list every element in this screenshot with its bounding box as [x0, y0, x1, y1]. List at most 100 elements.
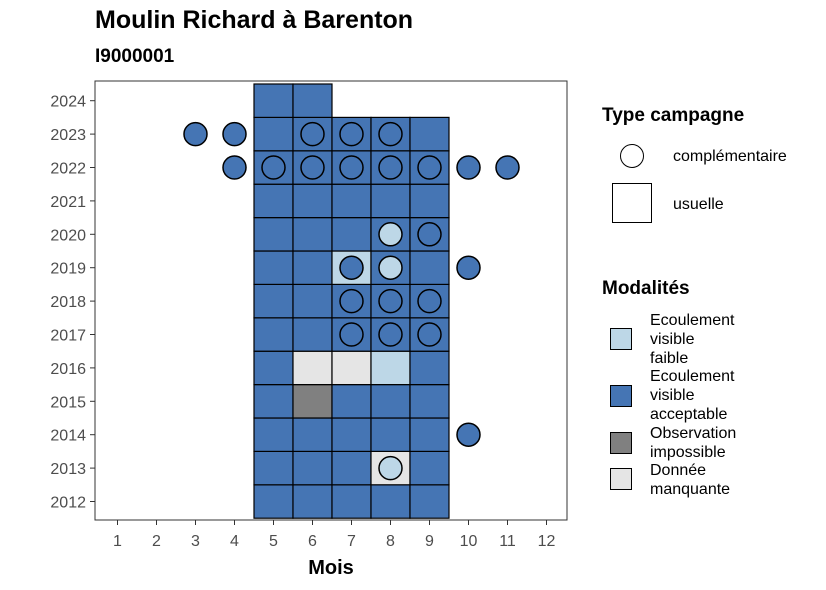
tile-2016-8 — [371, 351, 410, 384]
tile-2014-8 — [371, 418, 410, 451]
x-tick-label: 6 — [308, 533, 317, 550]
tile-2018-6 — [293, 284, 332, 317]
point-2020-9 — [418, 223, 441, 246]
tile-2023-5 — [254, 117, 293, 150]
legend-fill-title: Modalités — [602, 278, 690, 300]
point-2018-9 — [418, 290, 441, 313]
tile-2014-7 — [332, 418, 371, 451]
tile-2017-6 — [293, 318, 332, 351]
point-2022-4 — [223, 156, 246, 179]
legend-key-faible — [610, 328, 632, 350]
point-2022-9 — [418, 156, 441, 179]
tile-2016-6 — [293, 351, 332, 384]
point-2017-7 — [340, 323, 363, 346]
tile-2012-5 — [254, 485, 293, 518]
y-tick-label: 2020 — [50, 227, 86, 244]
legend-label-complementaire: complémentaire — [673, 147, 787, 166]
legend-label-acceptable: Ecoulement visible acceptable — [650, 367, 735, 424]
tile-2021-7 — [332, 184, 371, 217]
point-2022-8 — [379, 156, 402, 179]
point-2022-10 — [457, 156, 480, 179]
point-2023-4 — [223, 123, 246, 146]
x-tick-label: 3 — [191, 533, 200, 550]
x-tick-label: 2 — [152, 533, 161, 550]
point-2019-7 — [340, 256, 363, 279]
x-tick-label: 10 — [460, 533, 478, 550]
tile-2016-7 — [332, 351, 371, 384]
legend-key-manquante — [610, 468, 632, 490]
y-tick-label: 2018 — [50, 294, 86, 311]
legend-circle-key — [620, 144, 644, 168]
point-2019-10 — [457, 256, 480, 279]
x-tick-label: 7 — [347, 533, 356, 550]
x-axis-label: Mois — [308, 557, 354, 579]
y-tick-label: 2022 — [50, 161, 86, 178]
tile-2019-6 — [293, 251, 332, 284]
tile-2019-5 — [254, 251, 293, 284]
point-2023-3 — [184, 123, 207, 146]
tile-2013-6 — [293, 451, 332, 484]
legend-shape-title: Type campagne — [602, 105, 744, 127]
x-tick-label: 5 — [269, 533, 278, 550]
legend-label-impossible: Observation impossible — [650, 424, 736, 462]
legend-square-key — [612, 183, 652, 223]
x-tick-label: 8 — [386, 533, 395, 550]
y-tick-label: 2015 — [50, 394, 86, 411]
point-2014-10 — [457, 423, 480, 446]
tile-2015-9 — [410, 385, 449, 418]
tile-2012-7 — [332, 485, 371, 518]
x-tick-label: 12 — [538, 533, 556, 550]
tile-2015-7 — [332, 385, 371, 418]
tile-2014-9 — [410, 418, 449, 451]
y-tick-label: 2023 — [50, 127, 86, 144]
point-2023-8 — [379, 123, 402, 146]
tile-2012-8 — [371, 485, 410, 518]
point-2017-8 — [379, 323, 402, 346]
y-tick-label: 2017 — [50, 328, 86, 345]
x-tick-label: 9 — [425, 533, 434, 550]
legend-key-impossible — [610, 432, 632, 454]
y-tick-label: 2019 — [50, 261, 86, 278]
tile-2013-9 — [410, 451, 449, 484]
tile-2014-5 — [254, 418, 293, 451]
tile-2021-9 — [410, 184, 449, 217]
point-2023-7 — [340, 123, 363, 146]
point-2022-5 — [262, 156, 285, 179]
legend-label-manquante: Donnée manquante — [650, 461, 730, 499]
legend-label-faible: Ecoulement visible faible — [650, 311, 735, 368]
y-tick-label: 2024 — [50, 94, 86, 111]
tile-2015-5 — [254, 385, 293, 418]
point-2020-8 — [379, 223, 402, 246]
point-2022-7 — [340, 156, 363, 179]
tile-2024-6 — [293, 84, 332, 117]
chart-subtitle: I9000001 — [95, 46, 174, 68]
tile-2020-5 — [254, 218, 293, 251]
tile-2015-8 — [371, 385, 410, 418]
tile-2020-6 — [293, 218, 332, 251]
x-tick-label: 4 — [230, 533, 239, 550]
chart-title: Moulin Richard à Barenton — [95, 6, 413, 35]
point-2018-7 — [340, 290, 363, 313]
y-tick-label: 2014 — [50, 428, 86, 445]
tile-2014-6 — [293, 418, 332, 451]
tile-2021-5 — [254, 184, 293, 217]
point-2013-8 — [379, 457, 402, 480]
tile-2024-5 — [254, 84, 293, 117]
tile-2021-8 — [371, 184, 410, 217]
tile-2012-6 — [293, 485, 332, 518]
tile-2017-5 — [254, 318, 293, 351]
tile-2016-9 — [410, 351, 449, 384]
x-tick-label: 1 — [113, 533, 122, 550]
tile-2013-7 — [332, 451, 371, 484]
y-tick-label: 2013 — [50, 461, 86, 478]
tile-2018-5 — [254, 284, 293, 317]
point-2022-6 — [301, 156, 324, 179]
y-tick-label: 2012 — [50, 495, 86, 512]
tile-2016-5 — [254, 351, 293, 384]
tile-2023-9 — [410, 117, 449, 150]
tile-2020-7 — [332, 218, 371, 251]
tile-2015-6 — [293, 385, 332, 418]
point-2022-11 — [496, 156, 519, 179]
point-2018-8 — [379, 290, 402, 313]
y-tick-label: 2021 — [50, 194, 86, 211]
